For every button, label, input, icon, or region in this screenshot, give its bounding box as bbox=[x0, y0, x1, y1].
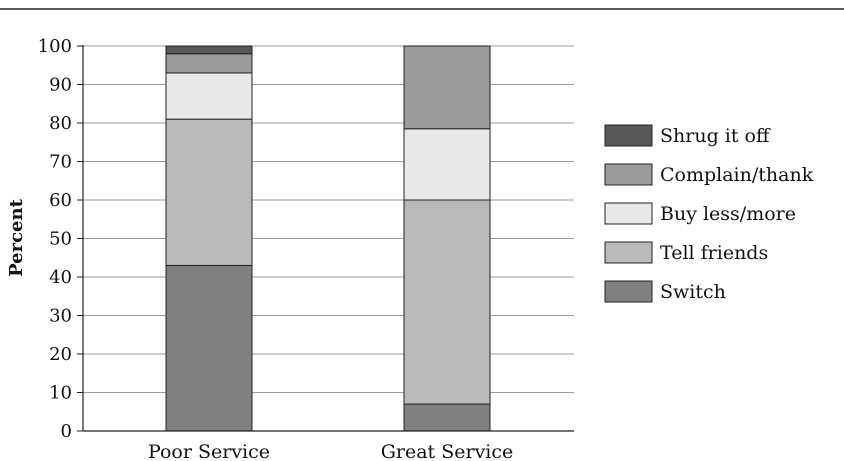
legend-swatch bbox=[604, 163, 653, 186]
bar-segment-complain-thank bbox=[403, 45, 491, 130]
y-tick-label: 50 bbox=[49, 229, 72, 250]
legend-item: Buy less/more bbox=[604, 202, 796, 225]
y-tick-label: 0 bbox=[61, 421, 72, 442]
y-axis-title: Percent bbox=[6, 198, 27, 276]
gridlines bbox=[83, 45, 574, 393]
bar-segment-switch bbox=[165, 264, 253, 432]
y-tick-label: 90 bbox=[49, 75, 72, 96]
y-tick-label: 60 bbox=[49, 190, 72, 211]
legend-swatch bbox=[604, 202, 653, 225]
legend-item: Complain/thank bbox=[604, 163, 814, 186]
y-tick-label: 40 bbox=[49, 267, 72, 288]
x-category-label: Great Service bbox=[381, 441, 514, 461]
x-axis-labels: Poor Service Great Service bbox=[148, 441, 513, 461]
y-tick-label: 100 bbox=[38, 36, 72, 57]
legend-swatch bbox=[604, 124, 653, 147]
legend-label: Complain/thank bbox=[660, 164, 814, 186]
bars bbox=[165, 45, 491, 432]
bar-segment-switch bbox=[403, 403, 491, 432]
bar-segment-shrug-it-off bbox=[165, 45, 253, 55]
y-tick-label: 10 bbox=[49, 383, 72, 404]
y-axis-ticks: 0 10 20 30 40 50 60 70 80 90 100 bbox=[38, 36, 83, 442]
legend-label: Buy less/more bbox=[660, 203, 796, 225]
y-tick-label: 80 bbox=[49, 113, 72, 134]
bar-segment-tell-friends bbox=[165, 118, 253, 266]
legend-swatch bbox=[604, 280, 653, 303]
bar-segment-buy-less-more bbox=[403, 128, 491, 201]
legend-item: Switch bbox=[604, 280, 726, 303]
x-category-label: Poor Service bbox=[148, 441, 270, 461]
legend-label: Switch bbox=[660, 281, 726, 303]
legend-swatch bbox=[604, 241, 653, 264]
legend-label: Shrug it off bbox=[660, 125, 771, 147]
bar-segment-buy-less-more bbox=[165, 72, 253, 120]
bar-segment-complain-thank bbox=[165, 53, 253, 74]
y-tick-label: 70 bbox=[49, 152, 72, 173]
legend: Shrug it off Complain/thank Buy less/more T… bbox=[604, 124, 814, 303]
legend-item: Shrug it off bbox=[604, 124, 771, 147]
y-tick-label: 20 bbox=[49, 344, 72, 365]
y-tick-label: 30 bbox=[49, 306, 72, 327]
legend-label: Tell friends bbox=[660, 242, 768, 264]
legend-item: Tell friends bbox=[604, 241, 768, 264]
bar-segment-tell-friends bbox=[403, 199, 491, 405]
